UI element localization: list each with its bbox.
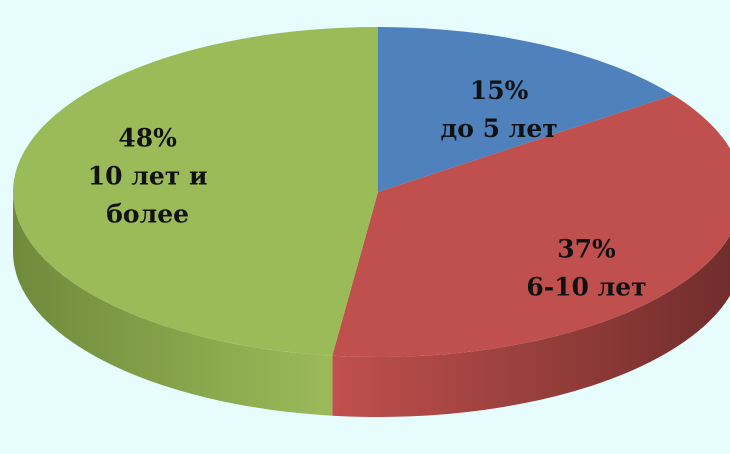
slice-label-1: 37% 6-10 лет — [526, 234, 646, 301]
pie-side-layer — [13, 192, 730, 417]
pie-top-layer — [12, 27, 730, 357]
slice-category-label: 10 лет и — [88, 161, 208, 190]
slice-category-label: до 5 лет — [441, 114, 558, 143]
pie-side-1 — [332, 235, 730, 417]
slice-percent-label: 15% — [470, 76, 529, 105]
pie-label-layer: 15% до 5 лет 37% 6-10 лет 48% 10 лет и более — [88, 76, 647, 301]
pie-slice-0 — [378, 27, 674, 192]
slice-label-0: 15% до 5 лет — [441, 76, 558, 143]
slice-percent-label: 37% — [557, 234, 616, 263]
pie-slice-2 — [12, 27, 378, 356]
pie-slice-1 — [332, 95, 730, 357]
slice-category-label: более — [106, 199, 189, 228]
slice-category-label: 6-10 лет — [526, 272, 646, 301]
slice-label-2: 48% 10 лет и более — [88, 123, 208, 228]
pie-side-2 — [13, 192, 333, 416]
slice-percent-label: 48% — [118, 123, 177, 152]
